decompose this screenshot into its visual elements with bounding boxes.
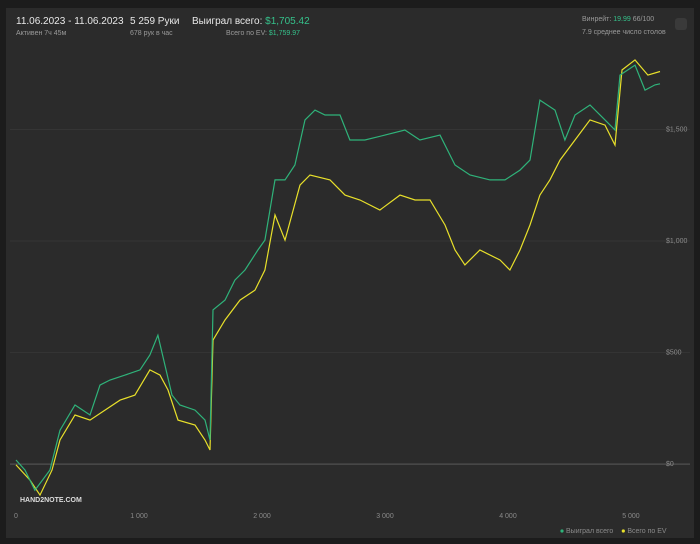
panel <box>6 8 694 538</box>
x-tick-label: 4 000 <box>499 513 517 520</box>
hands-per-hour: 678 рук в час <box>130 30 173 37</box>
y-tick-label: $0 <box>666 461 674 468</box>
legend-marker <box>560 529 564 533</box>
series-line <box>15 64 661 492</box>
legend-label: Всего по EV <box>627 528 667 535</box>
y-tick-label: $1,500 <box>666 126 688 133</box>
ev-value: $1,759.97 <box>268 30 301 37</box>
x-tick-label: 1 000 <box>130 513 148 520</box>
x-tick-label: 3 000 <box>376 513 394 520</box>
tables: 7.9 среднее число столов <box>582 29 666 36</box>
x-tick-label: 2 000 <box>253 513 271 520</box>
winrate: Винрейт: 19.99 66/100 <box>582 16 654 23</box>
winrate-unit: 66/100 <box>632 16 655 23</box>
legend-marker <box>621 529 625 533</box>
active-time: Активен 7ч 45м <box>16 30 67 37</box>
ev-total: Всего по EV: $1,759.97 <box>226 30 300 37</box>
winrate-value: 19.99 <box>613 16 631 23</box>
y-tick-label: $1,000 <box>666 238 688 245</box>
winrate-label: Винрейт: <box>582 16 612 23</box>
y-tick-label: $500 <box>666 349 682 356</box>
x-tick-label: 5 000 <box>622 513 640 520</box>
ev-label: Всего по EV: <box>226 30 267 37</box>
won-label: Выиграл всего: <box>192 16 263 27</box>
won-value: $1,705.42 <box>265 16 310 27</box>
won-total: Выиграл всего: $1,705.42 <box>192 16 310 27</box>
x-tick-label: 0 <box>14 513 18 520</box>
hands: 5 259 Руки <box>130 16 180 27</box>
series-line <box>15 59 661 497</box>
date-range: 11.06.2023 - 11.06.2023 <box>16 16 124 27</box>
watermark: HAND2NOTE.COM <box>20 497 82 504</box>
settings-button[interactable] <box>675 18 687 30</box>
legend-label: Выиграл всего <box>566 528 613 535</box>
